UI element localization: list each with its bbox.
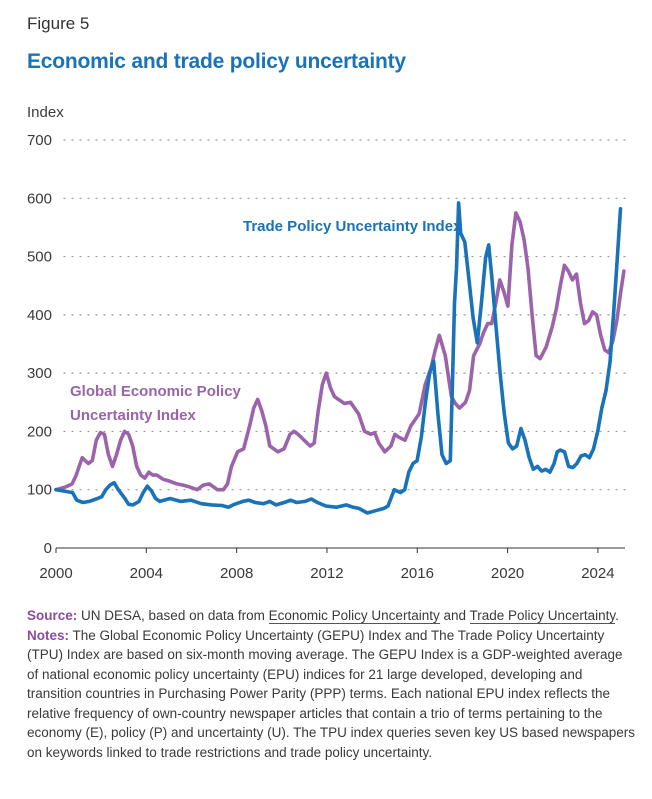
x-tick-labels: 2000 2004 2008 2012 2016 2020 2024	[39, 548, 615, 582]
series-lines	[54, 201, 626, 515]
x-tick-label: 2004	[130, 565, 163, 582]
x-tick-label: 2000	[39, 565, 72, 582]
economic-policy-uncertainty-link[interactable]: Economic Policy Uncertainty	[268, 608, 440, 624]
x-tick-label: 2016	[401, 565, 434, 582]
y-axis-label: Index	[27, 104, 64, 121]
source-label: Source:	[27, 608, 78, 623]
x-tick-label: 2024	[581, 565, 614, 582]
y-tick-label: 300	[27, 365, 52, 382]
gepu-series-label-line2: Uncertainty Index	[70, 407, 197, 424]
y-tick-label: 400	[27, 307, 52, 324]
trade-policy-uncertainty-link[interactable]: Trade Policy Uncertainty	[469, 608, 616, 624]
y-tick-label: 100	[27, 482, 52, 499]
source-text-2: and	[443, 608, 467, 623]
source-text-1: UN DESA, based on data from	[81, 608, 265, 623]
gepu-series-label-line1: Global Economic Policy	[70, 383, 242, 400]
figure-title: Economic and trade policy uncertainty	[27, 50, 406, 73]
x-tick-label: 2008	[220, 565, 253, 582]
gepu-series-line	[54, 211, 626, 492]
footnotes: Source: UN DESA, based on data from Econ…	[27, 606, 637, 762]
x-tick-label: 2012	[310, 565, 343, 582]
y-tick-label: 200	[27, 423, 52, 440]
source-line: Source: UN DESA, based on data from Econ…	[27, 606, 637, 626]
y-tick-label: 500	[27, 249, 52, 266]
gridlines	[56, 139, 626, 549]
y-tick-label: 0	[44, 540, 52, 557]
tpu-series-line	[54, 201, 623, 515]
source-end: .	[615, 608, 619, 623]
y-tick-labels: 0 100 200 300 400 500 600 700	[27, 132, 52, 557]
x-tick-label: 2020	[491, 565, 524, 582]
notes-text: The Global Economic Policy Uncertainty (…	[27, 627, 636, 760]
y-tick-label: 600	[27, 190, 52, 207]
tpu-series-label: Trade Policy Uncertainty Index	[243, 218, 462, 235]
notes-label: Notes:	[27, 627, 70, 643]
y-tick-label: 700	[27, 132, 52, 149]
notes-paragraph: Notes: The Global Economic Policy Uncert…	[27, 626, 637, 763]
figure-label: Figure 5	[27, 14, 90, 33]
